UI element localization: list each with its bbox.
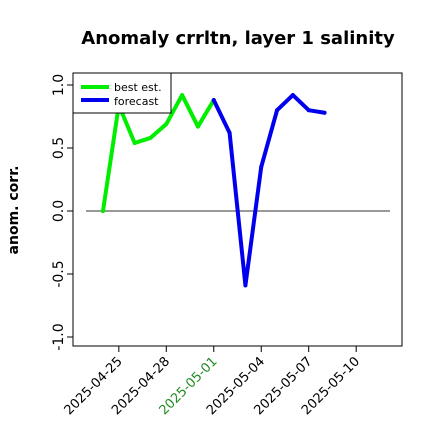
plot-frame (72, 72, 403, 347)
data-point (243, 283, 248, 288)
legend: best est. forecast (72, 72, 172, 114)
data-point (259, 164, 264, 169)
y-tick-label: 0.0 (51, 200, 67, 222)
legend-label-forecast: forecast (114, 95, 159, 108)
data-point (227, 130, 232, 135)
data-point (180, 93, 185, 98)
data-point (195, 124, 200, 129)
data-point (148, 135, 153, 140)
data-point (290, 93, 295, 98)
legend-box (72, 72, 172, 114)
series-line-forecast (211, 93, 327, 288)
y-tick-label: -0.5 (51, 260, 67, 287)
y-tick-label: -1.0 (51, 323, 67, 350)
y-tick-label: 1.0 (51, 74, 67, 96)
legend-label-best-est: best est. (114, 81, 162, 94)
series-layer (101, 93, 327, 288)
data-point (306, 108, 311, 113)
y-tick-label: 0.5 (51, 137, 67, 159)
y-axis-label: anom. corr. (6, 166, 22, 255)
data-point (164, 122, 169, 127)
data-point (275, 108, 280, 113)
data-point (322, 110, 327, 115)
chart-title: Anomaly crrltn, layer 1 salinity (81, 28, 395, 49)
data-point (132, 140, 137, 145)
data-point (101, 209, 105, 213)
data-point (211, 98, 216, 103)
axes-layer: -1.0-0.50.00.51.02025-04-252025-04-28202… (51, 74, 363, 418)
